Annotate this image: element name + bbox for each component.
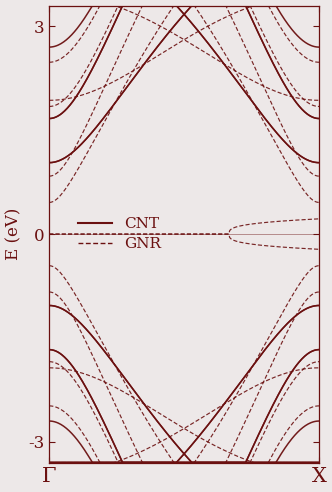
Legend: CNT, GNR: CNT, GNR xyxy=(78,217,161,251)
Y-axis label: E (eV): E (eV) xyxy=(6,208,23,260)
